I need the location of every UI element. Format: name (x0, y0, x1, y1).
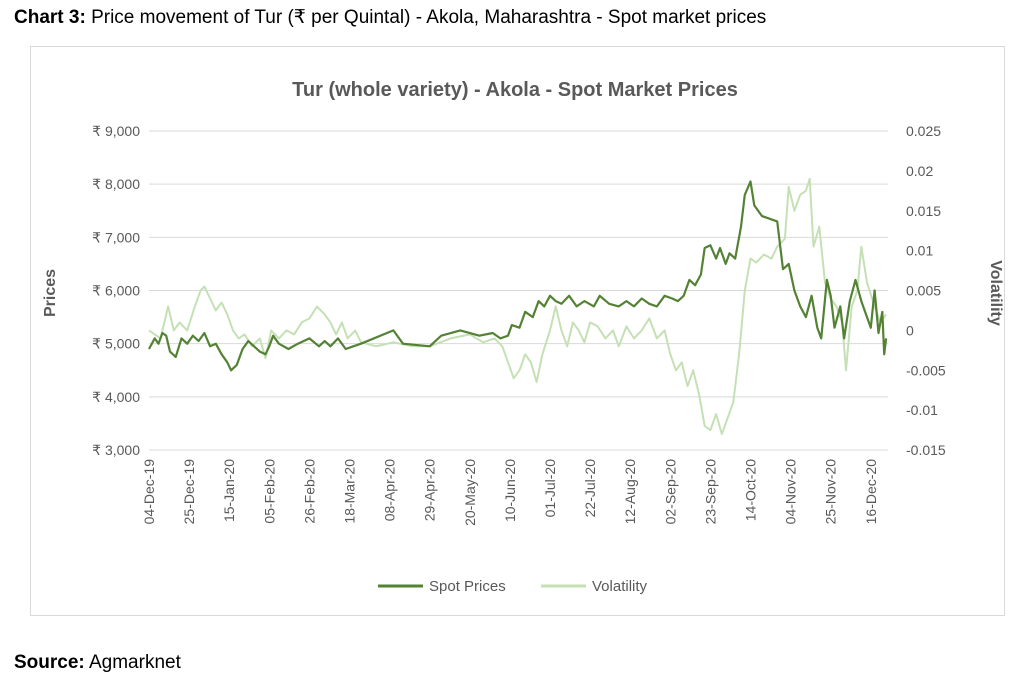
x-tick-label: 04-Dec-19 (141, 459, 157, 525)
y-tick-label: ₹ 3,000 (92, 442, 140, 458)
y-axis-label: Prices (42, 269, 59, 317)
chart-title: Tur (whole variety) - Akola - Spot Marke… (292, 79, 738, 101)
x-tick-label: 10-Jun-20 (502, 459, 518, 522)
x-tick-label: 12-Aug-20 (622, 459, 638, 525)
y2-axis-tick-labels: 0.025 0.02 0.015 0.01 0.005 0 -0.005 -0.01 -0.01… (906, 123, 946, 458)
chart-frame: Tur (whole variety) - Akola - Spot Marke… (30, 46, 1005, 616)
caption-text: Price movement of Tur (₹ per Quintal) - … (91, 7, 767, 28)
y2-tick-label: 0.005 (906, 283, 941, 299)
y2-axis-label: Volatility (987, 260, 1004, 326)
y-tick-label: ₹ 5,000 (92, 336, 140, 352)
plot-series (148, 177, 888, 436)
legend-label-spot-prices: Spot Prices (429, 578, 506, 595)
x-tick-label: 15-Jan-20 (221, 459, 237, 522)
legend-label-volatility: Volatility (592, 578, 648, 595)
y2-tick-label: 0.02 (906, 163, 933, 179)
series-line-spot-prices (148, 180, 888, 372)
x-tick-label: 25-Nov-20 (823, 459, 839, 525)
x-tick-label: 01-Jul-20 (542, 459, 558, 518)
x-tick-label: 08-Apr-20 (382, 459, 398, 521)
y2-tick-label: -0.005 (906, 362, 946, 378)
source-text: Agmarknet (88, 652, 181, 673)
y2-tick-label: 0.015 (906, 203, 941, 219)
x-tick-label: 22-Jul-20 (582, 459, 598, 518)
caption-label: Chart 3: (14, 7, 86, 28)
x-tick-label: 16-Dec-20 (863, 459, 879, 525)
x-tick-label: 18-Mar-20 (342, 459, 358, 524)
x-axis-tick-labels: 04-Dec-19 25-Dec-19 15-Jan-20 05-Feb-20 26-F… (141, 459, 879, 526)
y-tick-label: ₹ 7,000 (92, 229, 140, 245)
legend: Spot Prices Volatility (378, 578, 648, 595)
y2-tick-label: 0 (906, 322, 914, 338)
source-note: Source: Agmarknet (14, 652, 181, 674)
x-tick-label: 04-Nov-20 (783, 459, 799, 525)
y-axis-tick-labels: ₹ 9,000 ₹ 8,000 ₹ 7,000 ₹ 6,000 ₹ 5,000 ₹ 4,0… (92, 123, 140, 458)
x-tick-label: 14-Oct-20 (743, 459, 759, 521)
source-label: Source: (14, 652, 85, 673)
x-tick-label: 05-Feb-20 (261, 459, 277, 524)
y2-tick-label: 0.025 (906, 123, 941, 139)
y2-tick-label: 0.01 (906, 243, 933, 259)
x-tick-label: 02-Sep-20 (662, 459, 678, 525)
x-tick-label: 25-Dec-19 (181, 459, 197, 525)
gridlines (149, 130, 888, 451)
y2-tick-label: -0.015 (906, 442, 946, 458)
series-line-volatility (148, 177, 887, 436)
chart-svg: Tur (whole variety) - Akola - Spot Marke… (42, 79, 1004, 595)
x-tick-label: 29-Apr-20 (422, 459, 438, 521)
y2-tick-label: -0.01 (906, 402, 938, 418)
y-tick-label: ₹ 8,000 (92, 176, 140, 192)
x-tick-label: 26-Feb-20 (301, 459, 317, 524)
x-tick-label: 20-May-20 (462, 459, 478, 526)
y-tick-label: ₹ 9,000 (92, 123, 140, 139)
figure-caption: Chart 3: Price movement of Tur (₹ per Qu… (14, 6, 766, 29)
y-tick-label: ₹ 6,000 (92, 283, 140, 299)
x-tick-label: 23-Sep-20 (702, 459, 718, 525)
y-tick-label: ₹ 4,000 (92, 389, 140, 405)
